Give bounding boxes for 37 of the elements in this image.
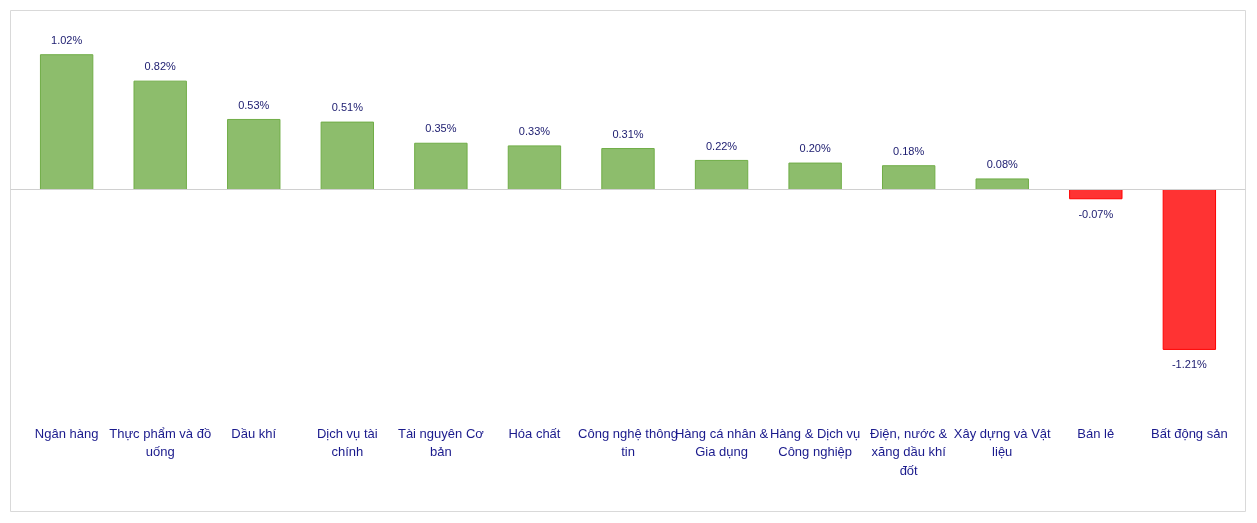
data-label: 0.53%	[238, 98, 270, 111]
bar	[881, 165, 936, 190]
data-label: 1.02%	[51, 33, 83, 46]
bar	[788, 162, 842, 190]
x-tick-label: Hóa chất	[508, 426, 561, 442]
x-tick-label: Thực phẩm và đồ uống	[109, 426, 212, 460]
bar	[507, 145, 562, 190]
data-label: 0.31%	[612, 127, 644, 140]
bar	[39, 54, 94, 190]
bar	[133, 80, 187, 190]
x-tick-label: Dầu khí	[231, 426, 277, 442]
x-tick-label: Xây dựng và Vật liệu	[953, 426, 1052, 460]
x-tick-label: Công nghệ thông tin	[578, 426, 678, 460]
data-label: 0.22%	[705, 139, 738, 152]
bar	[414, 142, 468, 190]
data-label: -0.07%	[1078, 207, 1114, 220]
x-tick-label: Dịch vụ tài chính	[316, 426, 378, 460]
data-label: 0.35%	[425, 122, 457, 135]
x-tick-label: Điện, nước & xăng dầu khí đốt	[870, 426, 948, 478]
data-label: 0.33%	[518, 125, 551, 138]
x-tick-label: Hàng & Dịch vụ Công nghiệp	[769, 426, 861, 460]
bar	[694, 159, 749, 190]
data-label: 0.82%	[144, 60, 177, 73]
x-tick-label: Ngân hàng	[34, 426, 99, 442]
bar	[320, 121, 375, 190]
x-tick-label: Tài nguyên Cơ bản	[397, 426, 485, 460]
data-label: 0.20%	[799, 142, 831, 155]
data-label: -1.21%	[1171, 358, 1208, 371]
x-tick-label: Bất động sản	[1151, 426, 1228, 442]
bar	[601, 148, 655, 190]
x-tick-label: Bán lẻ	[1077, 426, 1115, 442]
data-label: 0.08%	[986, 158, 1019, 171]
bar	[227, 118, 281, 190]
data-label: 0.18%	[893, 144, 925, 157]
data-label: 0.51%	[331, 101, 364, 114]
bar	[975, 178, 1029, 190]
bar	[1162, 189, 1217, 350]
